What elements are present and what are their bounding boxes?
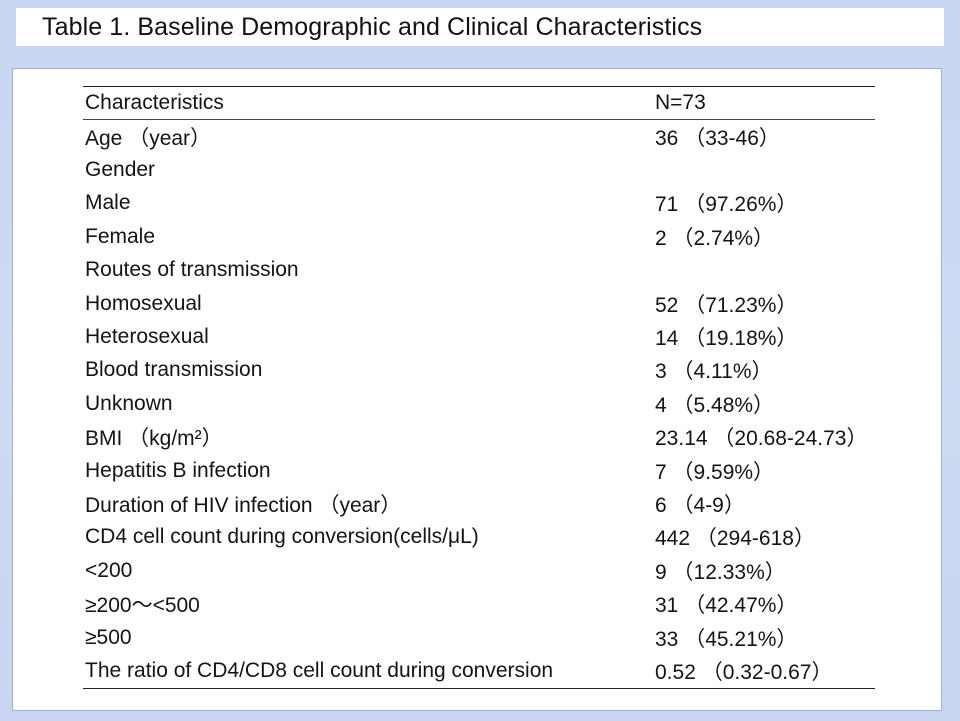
row-value: 33 （45.21%） [655,627,798,651]
row-value: 14 （19.18%） [655,327,798,351]
row-label: Male [85,191,131,215]
row-value [653,153,875,186]
row-label: Age （year） [85,126,212,150]
table-row: Duration of HIV infection （year） 6 （4-9） [83,487,875,520]
row-label: Heterosexual [85,325,209,349]
title-bar: Table 1. Baseline Demographic and Clinic… [16,8,944,46]
table-row: Female 2 （2.74%） [83,220,875,253]
row-label: Unknown [85,391,173,415]
row-label: Blood transmission [85,358,263,382]
table-row: ≥500 33 （45.21%） [83,621,875,654]
table-row: ≥200～<500 31 （42.47%） [83,587,875,620]
table-row: Hepatitis B infection 7 （9.59%） [83,454,875,487]
row-value: 6 （4-9） [655,493,745,517]
table-row: Heterosexual 14 （19.18%） [83,320,875,353]
table-row: Age （year） 36 （33-46） [83,120,875,154]
row-value: 71 （97.26%） [655,193,798,217]
row-value: 4 （5.48%） [655,393,775,417]
row-value: 0.52 （0.32-0.67） [653,654,875,689]
row-label: ≥200～<500 [85,594,200,618]
row-label: Homosexual [85,291,202,315]
table-header-row: Characteristics N=73 [83,86,875,120]
row-label: Gender [85,158,156,182]
row-label: Duration of HIV infection （year） [85,493,402,517]
table-row: <200 9 （12.33%） [83,554,875,587]
table-row: Routes of transmission [83,254,875,287]
characteristics-table: Characteristics N=73 Age （year） 36 （33-4… [83,86,875,689]
row-value: 442 （294-618） [655,527,815,551]
row-label: BMI （kg/m²） [85,427,223,451]
row-label: ≥500 [85,625,132,649]
row-value: 52 （71.23%） [655,293,798,317]
table-row: Male 71 （97.26%） [83,187,875,220]
row-value [653,254,875,287]
row-value: 7 （9.59%） [655,460,775,484]
table-row: Homosexual 52 （71.23%） [83,287,875,320]
row-label: Hepatitis B infection [85,458,271,482]
row-value: 31 （42.47%） [655,594,798,618]
row-label: CD4 cell count during conversion(cells/μ… [85,525,479,549]
row-value: 2 （2.74%） [655,226,775,250]
row-label: The ratio of CD4/CD8 cell count during c… [83,654,653,689]
row-value: 36 （33-46） [655,126,780,150]
column-header-n: N=73 [653,86,875,120]
table-row: CD4 cell count during conversion(cells/μ… [83,521,875,554]
table-row: BMI （kg/m²） 23.14 （20.68-24.73） [83,421,875,454]
row-label: <200 [85,558,133,582]
row-value: 9 （12.33%） [655,560,786,584]
row-label: Female [85,224,156,248]
table-row: Gender [83,153,875,186]
table-row: Blood transmission 3 （4.11%） [83,354,875,387]
row-value: 23.14 （20.68-24.73） [655,427,868,451]
row-value: 3 （4.11%） [655,360,773,384]
row-label: Routes of transmission [85,258,299,282]
page-title: Table 1. Baseline Demographic and Clinic… [42,13,703,41]
table-row: The ratio of CD4/CD8 cell count during c… [83,654,875,689]
column-header-characteristics: Characteristics [83,86,653,120]
table-card: Characteristics N=73 Age （year） 36 （33-4… [12,68,942,711]
table-row: Unknown 4 （5.48%） [83,387,875,420]
